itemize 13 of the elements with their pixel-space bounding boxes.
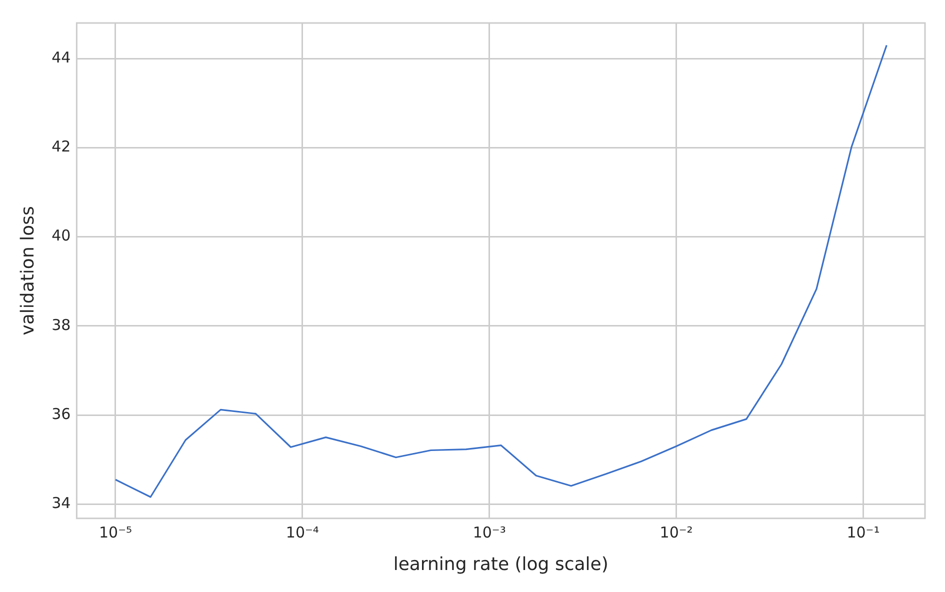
x-tick-label: 10⁻³ <box>472 523 506 542</box>
y-tick-label: 40 <box>52 226 71 245</box>
x-tick-label: 10⁻⁵ <box>98 523 132 542</box>
x-tick-label: 10⁻² <box>660 523 693 542</box>
y-tick-label: 34 <box>52 494 71 512</box>
y-tick-label: 42 <box>52 138 71 156</box>
y-tick-label: 44 <box>52 48 71 67</box>
x-tick-label: 10⁻⁴ <box>286 523 319 542</box>
y-axis-title: validation loss <box>17 206 38 336</box>
y-tick-label: 38 <box>52 316 71 334</box>
x-axis-title: learning rate (log scale) <box>393 554 608 575</box>
y-tick-label: 36 <box>52 404 71 423</box>
x-tick-label: 10⁻¹ <box>846 523 880 542</box>
